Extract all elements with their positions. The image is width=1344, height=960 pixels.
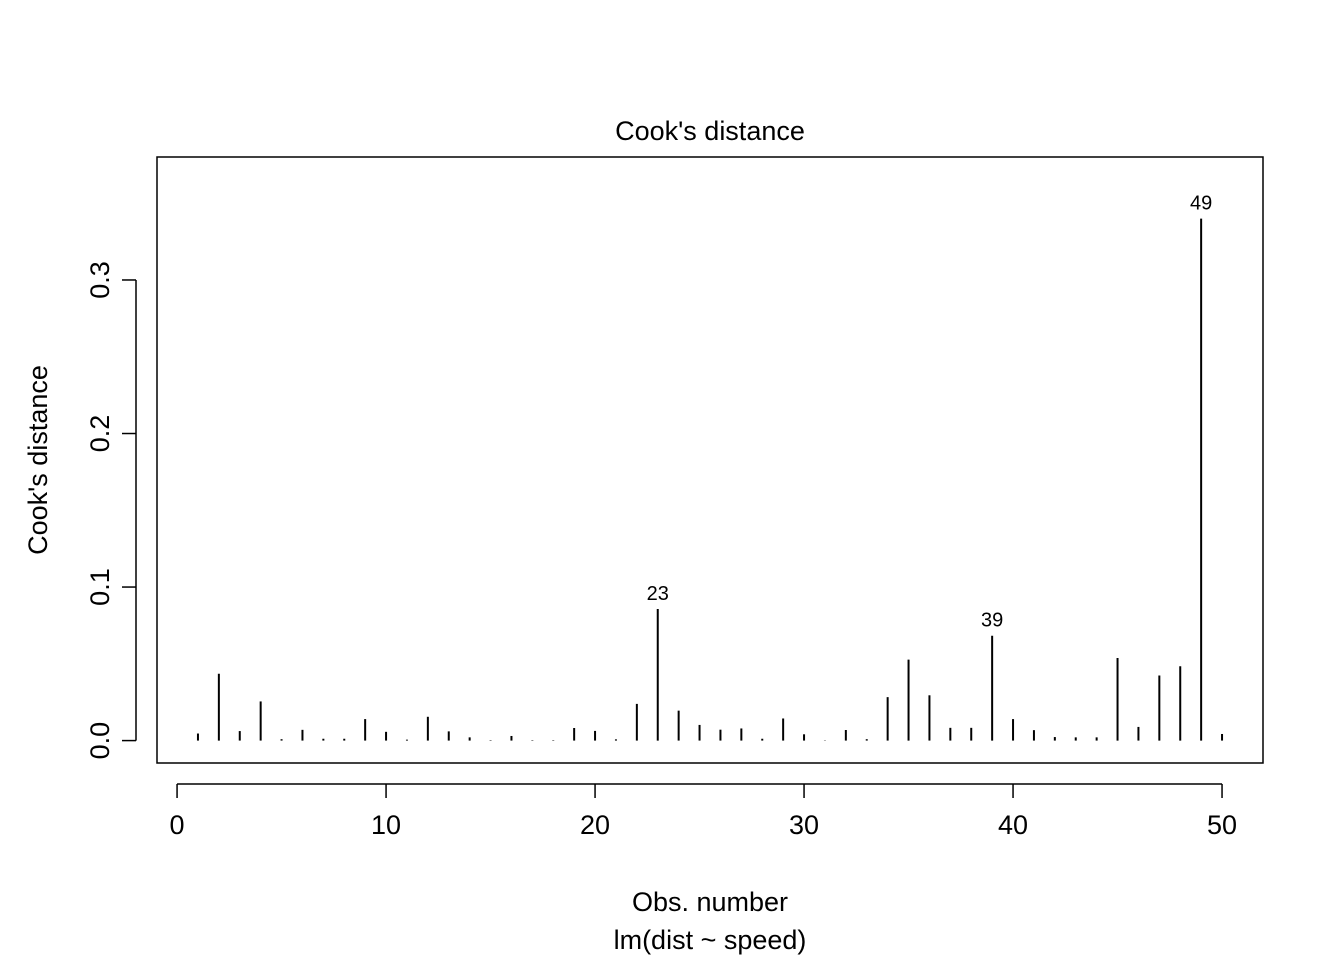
annotation-label: 23 (647, 583, 669, 605)
y-tick-label: 0.1 (85, 568, 115, 606)
x-tick-label: 50 (1207, 810, 1237, 840)
x-axis: 0 10 20 30 40 50 (170, 783, 1237, 840)
y-axis-label: Cook's distance (23, 365, 53, 555)
y-tick-label: 0.0 (85, 722, 115, 760)
x-axis-sublabel: lm(dist ~ speed) (614, 925, 807, 955)
y-axis: 0.0 0.1 0.2 0.3 (85, 261, 137, 760)
y-tick-label: 0.2 (85, 415, 115, 453)
annotation-label: 49 (1190, 193, 1212, 215)
x-tick-label: 0 (170, 810, 185, 840)
x-axis-label: Obs. number (632, 887, 788, 917)
annotation-label: 39 (981, 610, 1003, 632)
chart-title: Cook's distance (615, 116, 805, 146)
y-tick-label: 0.3 (85, 261, 115, 299)
plot-frame (156, 156, 1264, 764)
x-tick-label: 20 (580, 810, 610, 840)
x-tick-label: 30 (789, 810, 819, 840)
x-tick-label: 10 (371, 810, 401, 840)
x-tick-label: 40 (998, 810, 1028, 840)
